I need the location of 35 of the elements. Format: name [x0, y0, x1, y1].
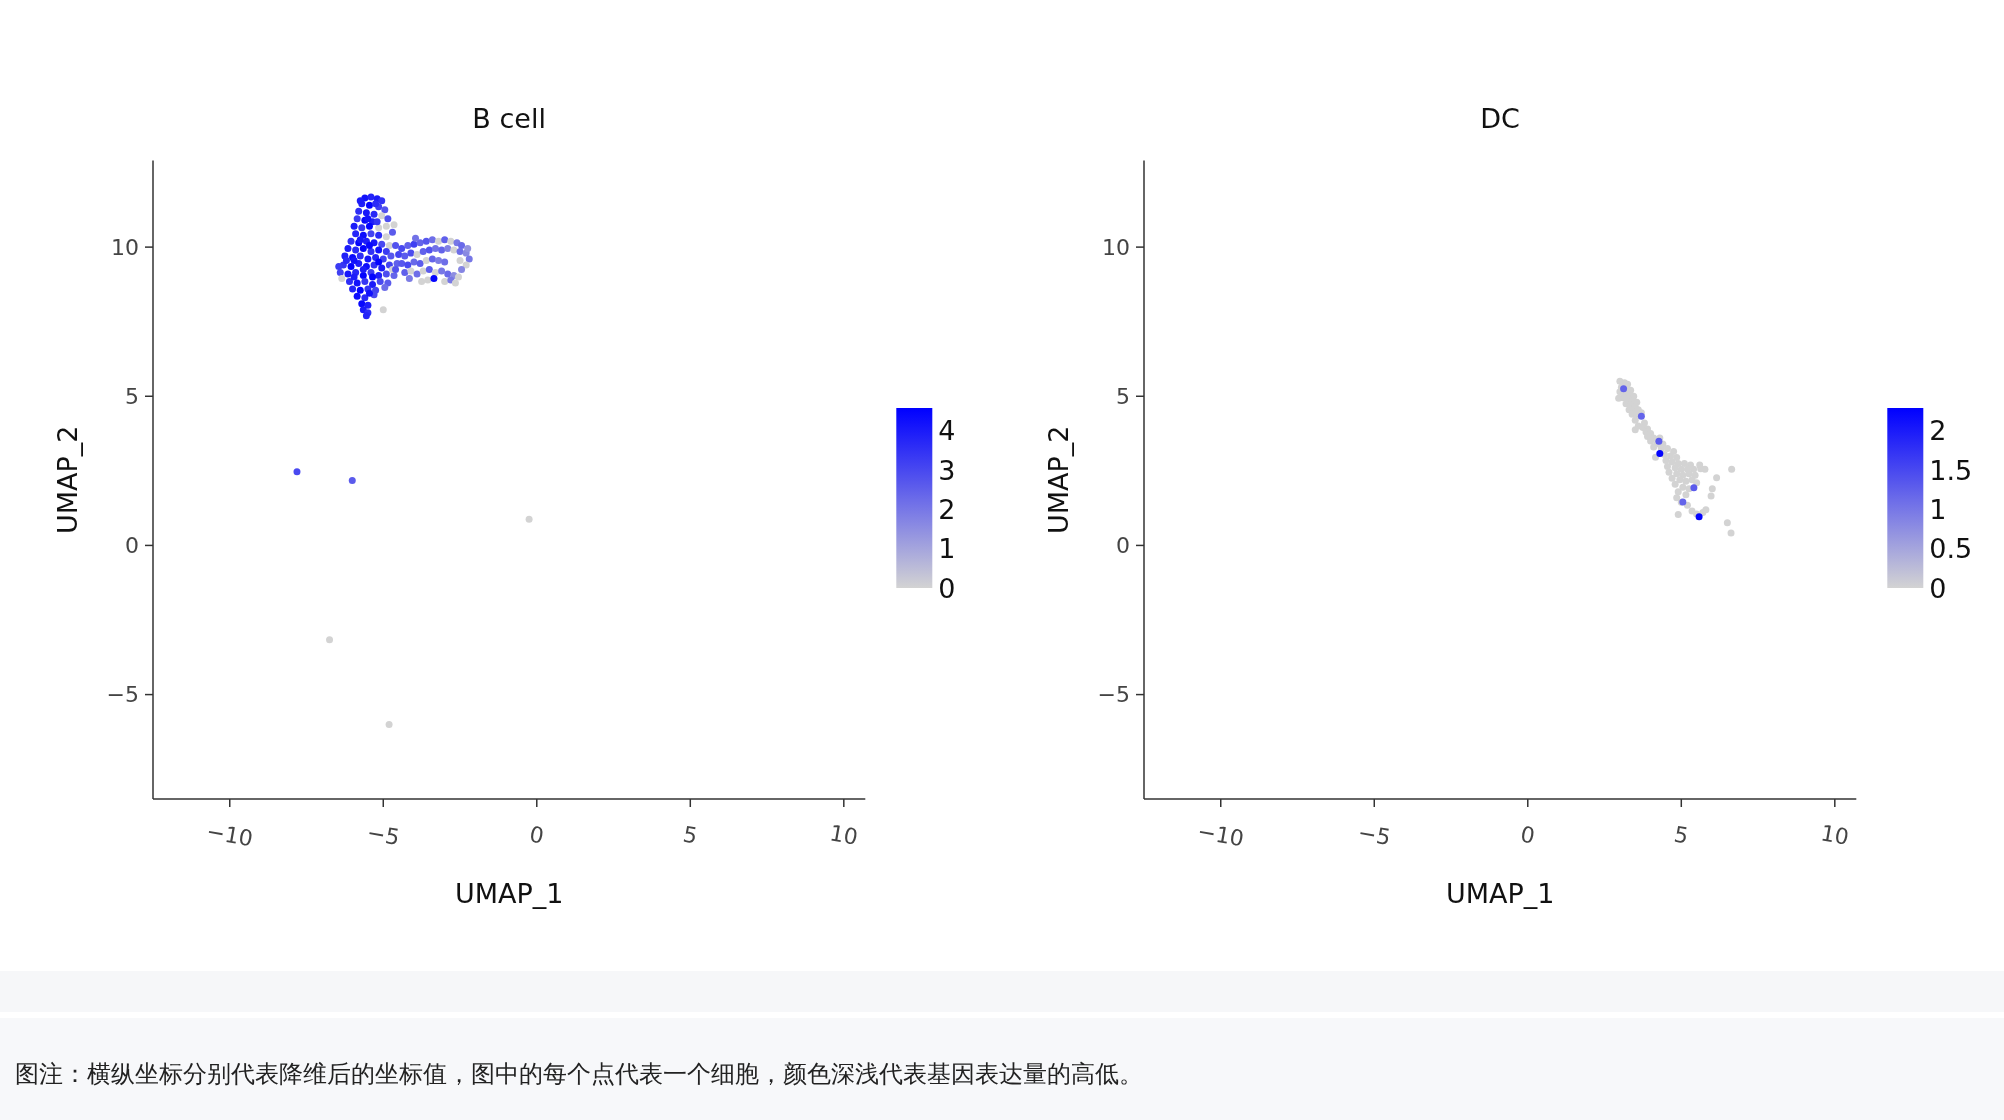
x-tick-label: −5: [365, 819, 402, 851]
color-bar-label: 1: [938, 533, 956, 565]
color-bar-label: 0.5: [1929, 533, 1973, 565]
x-tick-label: −10: [1195, 818, 1246, 852]
y-tick-label: 0: [125, 532, 139, 558]
y-tick-label: 10: [111, 234, 139, 260]
x-tick-label: 0: [527, 821, 546, 849]
y-axis-title: UMAP_2: [52, 425, 84, 535]
x-tick-label: −5: [1356, 819, 1393, 851]
color-bar-label: 0: [1929, 572, 1947, 604]
y-tick-label: 0: [1116, 532, 1130, 558]
x-axis-title: UMAP_1: [454, 877, 564, 909]
y-tick-label: 5: [1116, 383, 1130, 409]
chart-title: B cell: [472, 102, 546, 134]
color-bar-label: 3: [938, 454, 956, 486]
x-tick-label: 10: [827, 820, 860, 850]
x-axis-title: UMAP_1: [1445, 877, 1555, 909]
x-tick-label: 5: [1672, 821, 1691, 849]
y-tick-label: 10: [1102, 234, 1130, 260]
color-bar-label: 4: [938, 415, 956, 447]
y-tick-label: −5: [106, 682, 139, 708]
x-tick-label: 10: [1818, 820, 1851, 850]
y-axis-title: UMAP_2: [1043, 425, 1075, 535]
chart-title: DC: [1480, 102, 1520, 134]
color-bar-label: 2: [1929, 415, 1947, 447]
y-tick-label: 5: [125, 383, 139, 409]
text: 图注：横纵坐标分别代表降维后的坐标值，图中的每个点代表一个细胞，颜色深浅代表基因表达量的高低。: [15, 1059, 1143, 1090]
color-bar-label: 2: [938, 493, 956, 525]
x-tick-label: −10: [204, 818, 255, 852]
color-bar-label: 1: [1929, 493, 1947, 525]
y-tick-label: −5: [1097, 682, 1130, 708]
x-tick-label: 0: [1518, 821, 1537, 849]
color-bar-label: 1.5: [1929, 454, 1973, 486]
color-bar-label: 0: [938, 572, 956, 604]
x-tick-label: 5: [681, 821, 700, 849]
